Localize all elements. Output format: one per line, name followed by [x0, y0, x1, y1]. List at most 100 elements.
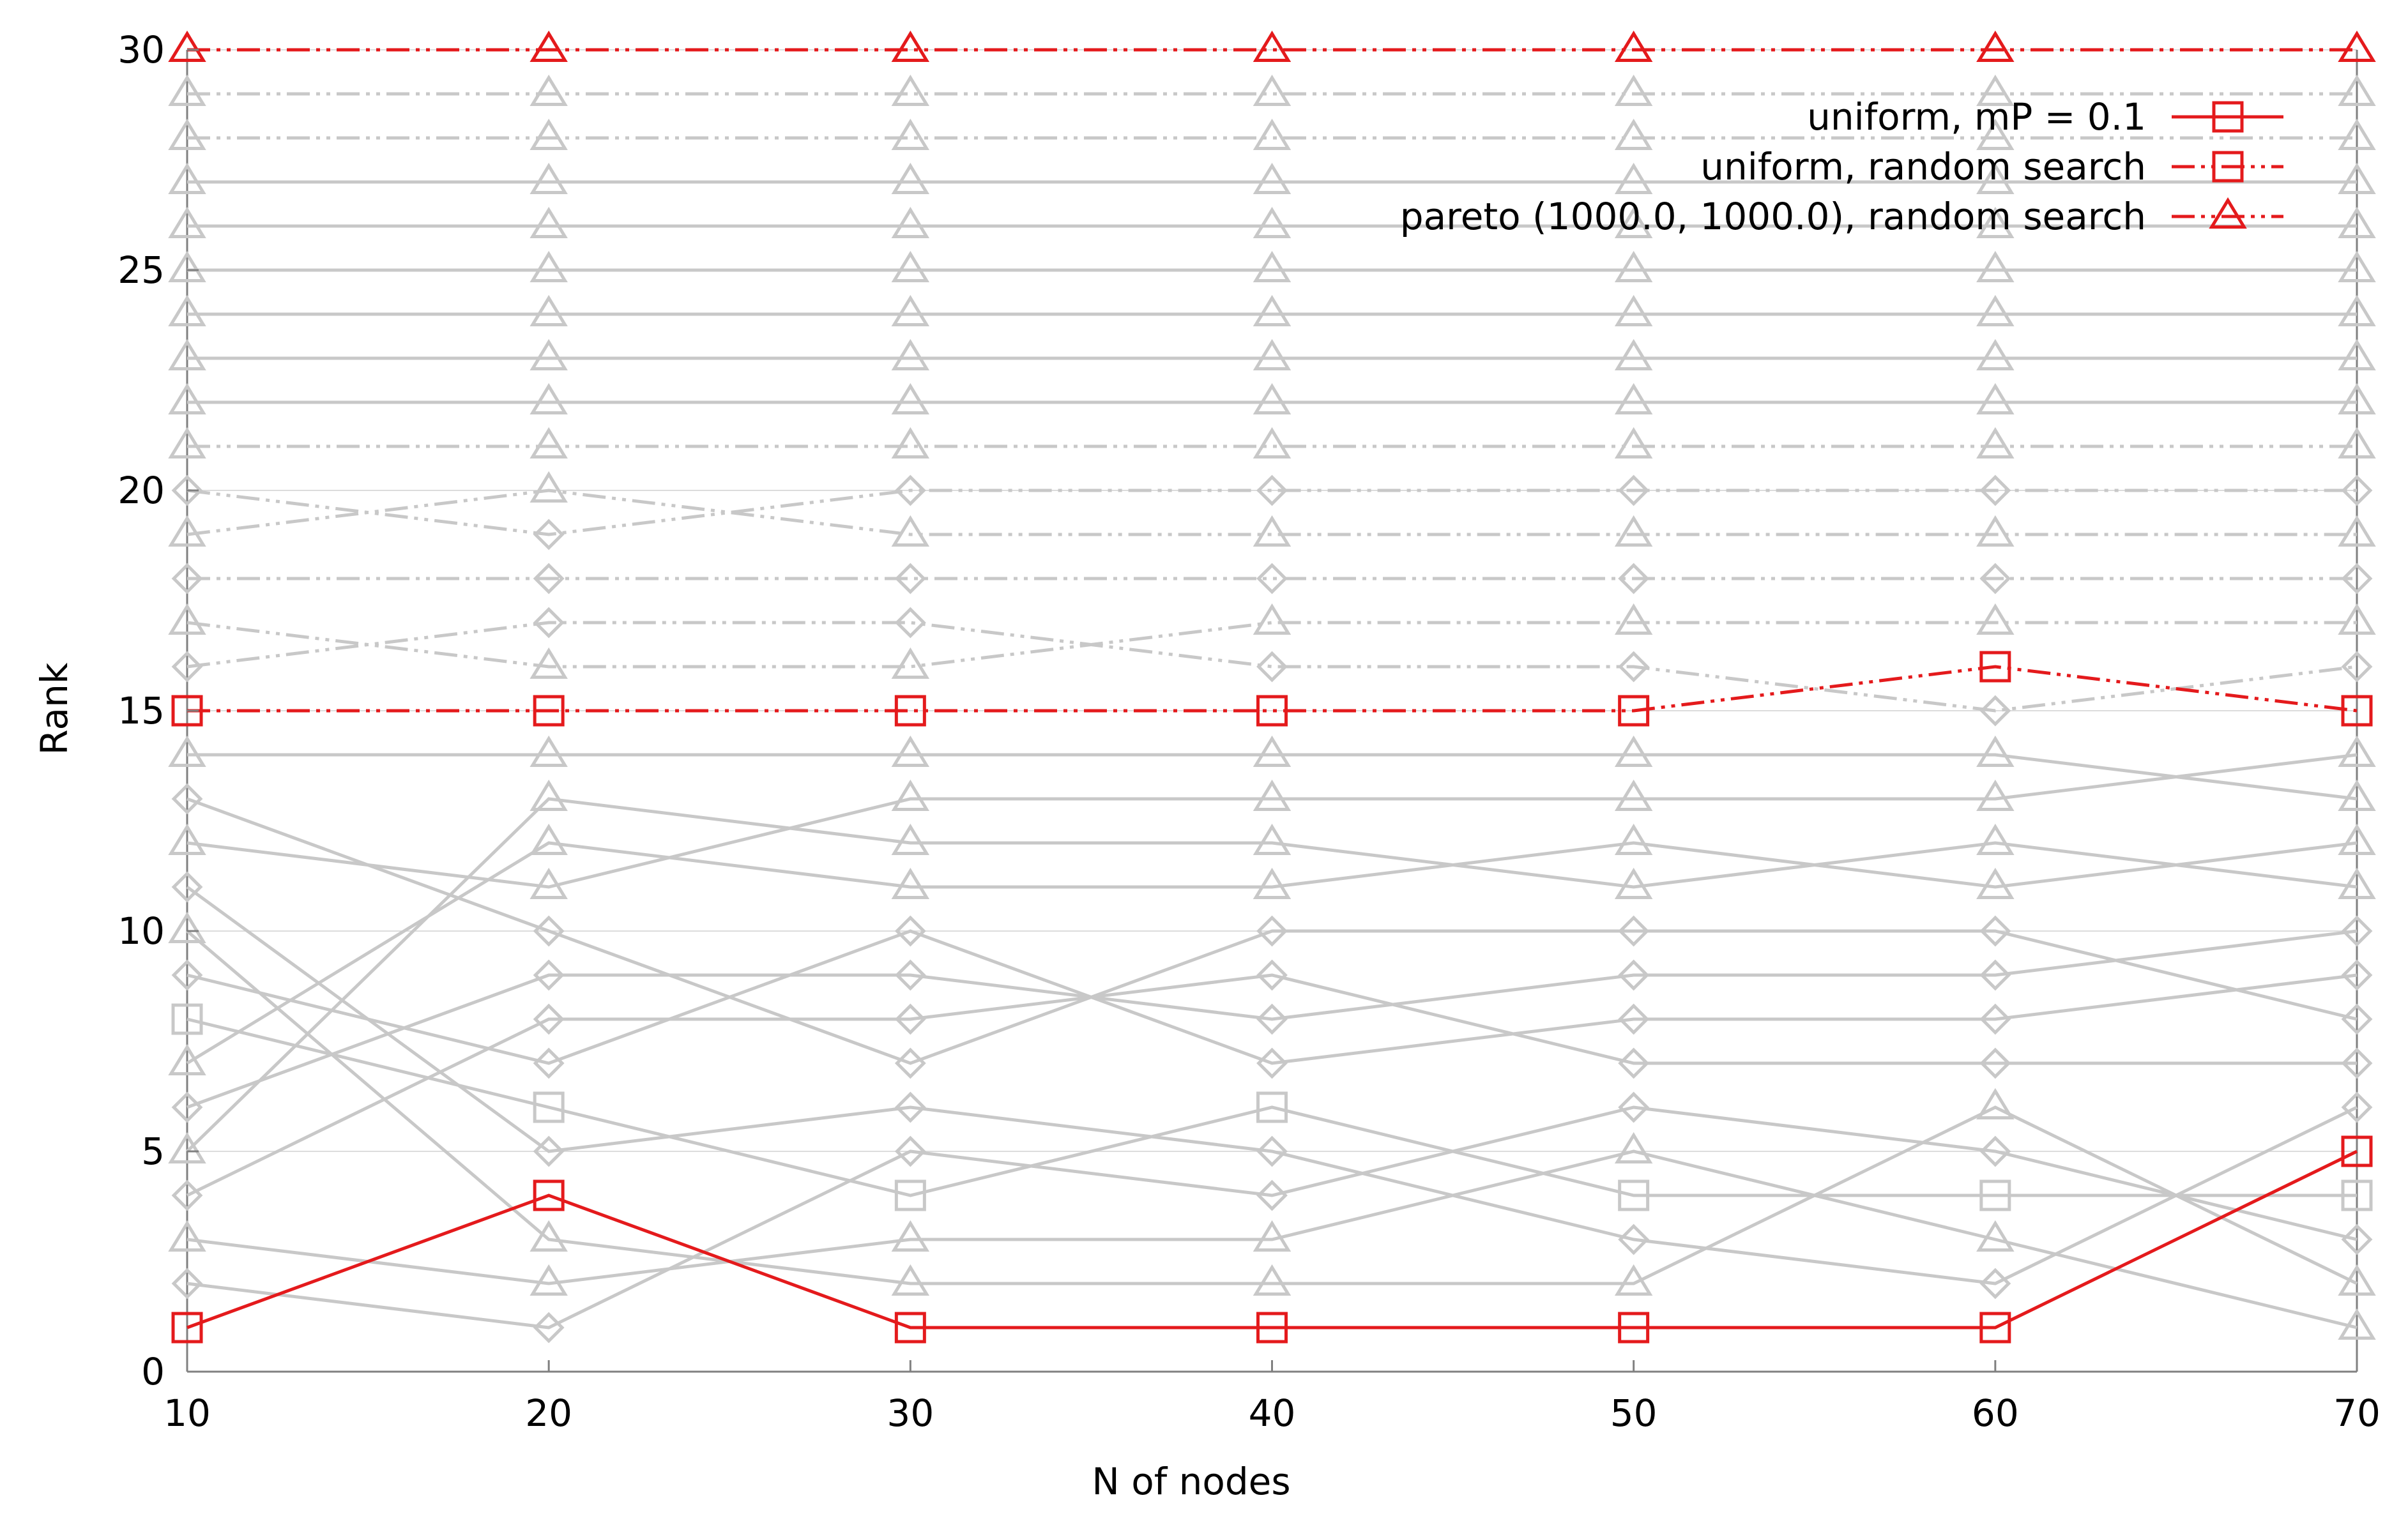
x-tick-label: 60: [1972, 1391, 2019, 1435]
data-point-square: [1979, 651, 2011, 683]
data-point-diamond: [894, 915, 926, 947]
series-path: [187, 1017, 2357, 1197]
data-point-triangle: [891, 823, 930, 855]
data-point-square: [894, 1179, 926, 1211]
data-point-diamond: [171, 959, 203, 991]
data-point-square: [1256, 1312, 1288, 1344]
data-point-triangle: [168, 74, 206, 106]
x-axis-title: N of nodes: [1092, 1460, 1290, 1503]
data-point-triangle: [2338, 779, 2376, 811]
data-point-triangle: [1253, 162, 1292, 194]
data-point-triangle: [891, 206, 930, 238]
data-point-diamond: [1979, 959, 2011, 991]
data-point-diamond: [2341, 1047, 2373, 1079]
data-point-triangle: [1976, 603, 2015, 635]
data-point-triangle: [168, 30, 206, 62]
data-point-triangle: [1253, 294, 1292, 326]
data-point-triangle: [1976, 294, 2015, 326]
y-tick-label: 30: [118, 28, 165, 72]
data-point-triangle: [891, 74, 930, 106]
data-point-triangle: [530, 383, 568, 414]
data-point-diamond: [533, 1135, 565, 1167]
data-point-diamond: [171, 563, 203, 595]
highlight-series-line: [171, 651, 2373, 727]
data-point-triangle: [891, 1220, 930, 1252]
data-point-diamond: [533, 607, 565, 639]
data-point-diamond: [533, 519, 565, 550]
data-point-triangle: [1253, 779, 1292, 811]
data-point-triangle: [1253, 74, 1292, 106]
data-point-triangle: [530, 823, 568, 855]
data-point-triangle: [1253, 823, 1292, 855]
data-point-triangle: [530, 294, 568, 326]
y-axis-ticks: 0 5 10 15 20 25 30: [118, 28, 199, 1393]
data-point-diamond: [1618, 1091, 1650, 1123]
data-point-triangle: [2338, 427, 2376, 458]
data-point-square: [1979, 1179, 2011, 1211]
data-point-triangle: [1976, 338, 2015, 370]
data-point-square: [1979, 1312, 2011, 1344]
background-series-line: [171, 871, 2373, 1299]
data-point-triangle: [1253, 515, 1292, 547]
data-point-diamond: [171, 783, 203, 815]
data-point-triangle: [1253, 338, 1292, 370]
data-point-triangle: [1253, 1264, 1292, 1296]
data-point-triangle: [530, 162, 568, 194]
data-point-triangle: [1614, 1132, 1653, 1163]
data-point-triangle: [530, 338, 568, 370]
data-point-triangle: [530, 647, 568, 679]
data-point-square: [1618, 1312, 1650, 1344]
data-point-triangle: [1976, 30, 2015, 62]
data-point-triangle: [2338, 383, 2376, 414]
data-point-triangle: [1253, 735, 1292, 767]
data-point-square: [2341, 1135, 2373, 1167]
data-point-triangle: [1976, 383, 2015, 414]
data-point-triangle: [891, 162, 930, 194]
data-point-triangle: [891, 515, 930, 547]
data-point-diamond: [1618, 1003, 1650, 1035]
data-point-triangle: [891, 735, 930, 767]
data-point-triangle: [530, 30, 568, 62]
x-tick-label: 70: [2333, 1391, 2381, 1435]
data-point-triangle: [168, 162, 206, 194]
background-series-line: [171, 783, 2373, 1079]
data-point-triangle: [1614, 735, 1653, 767]
legend-marker-square: [2212, 151, 2244, 183]
x-tick-label: 10: [164, 1391, 211, 1435]
data-point-square: [1618, 695, 1650, 727]
data-point-diamond: [1618, 474, 1650, 506]
background-series-line: [171, 563, 2373, 595]
data-point-triangle: [530, 735, 568, 767]
data-point-triangle: [1253, 118, 1292, 150]
data-point-diamond: [171, 871, 203, 903]
background-series-line: [168, 471, 2376, 547]
highlight-series-line: [168, 30, 2376, 62]
series-path: [187, 665, 2358, 713]
data-point-triangle: [2338, 294, 2376, 326]
data-point-triangle: [1614, 383, 1653, 414]
y-tick-label: 0: [141, 1350, 165, 1393]
data-point-triangle: [1976, 515, 2015, 547]
data-point-triangle: [168, 603, 206, 635]
data-point-triangle: [1976, 867, 2015, 899]
legend-entry: uniform, mP = 0.1: [1807, 95, 2283, 139]
data-point-diamond: [171, 474, 203, 506]
y-tick-label: 20: [118, 469, 165, 512]
data-point-diamond: [2341, 915, 2373, 947]
data-point-diamond: [1979, 1268, 2011, 1299]
data-point-triangle: [530, 250, 568, 282]
data-point-diamond: [894, 563, 926, 595]
x-tick-label: 30: [887, 1391, 934, 1435]
data-point-triangle: [168, 206, 206, 238]
data-point-triangle: [891, 383, 930, 414]
background-series-line: [171, 1091, 2373, 1344]
data-point-triangle: [1614, 515, 1653, 547]
background-series-line: [168, 427, 2376, 458]
legend: uniform, mP = 0.1 uniform, random search p…: [1400, 95, 2283, 238]
data-point-triangle: [2338, 867, 2376, 899]
background-series-line: [168, 338, 2376, 370]
data-point-square: [171, 1003, 203, 1035]
legend-label: pareto (1000.0, 1000.0), random search: [1400, 195, 2146, 238]
